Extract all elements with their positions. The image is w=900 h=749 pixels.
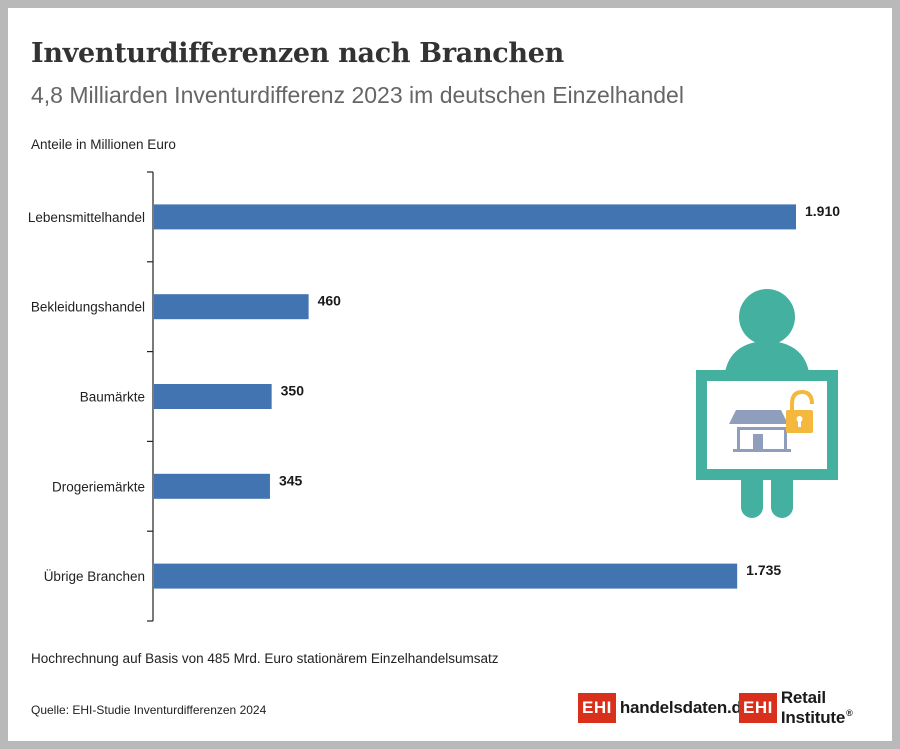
category-label: Drogeriemärkte (52, 479, 145, 494)
value-label: 350 (281, 383, 305, 399)
ehi-logo-box: EHI (739, 693, 777, 723)
bar-3 (154, 384, 272, 409)
value-label: 1.735 (746, 562, 781, 578)
retail-institute-name: Retail Institute (780, 688, 846, 727)
ehi-logo-box: EHI (578, 693, 616, 723)
person-head-icon (739, 289, 795, 345)
chart-title: Inventurdifferenzen nach Branchen (31, 38, 564, 69)
handelsdaten-logo-text: handelsdaten.de (619, 698, 751, 717)
footnote: Hochrechnung auf Basis von 485 Mrd. Euro… (31, 651, 499, 666)
handelsdaten-logo[interactable]: EHI handelsdaten.de (578, 692, 751, 724)
bar-1 (154, 204, 796, 230)
person-shop-lock-illustration (696, 289, 838, 518)
category-label: Lebensmittelhandel (28, 210, 145, 225)
chart-card: Inventurdifferenzen nach Branchen 4,8 Mi… (8, 8, 892, 741)
category-label: Bekleidungshandel (31, 300, 145, 315)
retail-institute-logo[interactable]: EHI Retail Institute® (739, 688, 892, 727)
bar-4 (154, 473, 270, 499)
shop-icon (729, 410, 791, 452)
bars: Lebensmittelhandel 1.910 Bekleidungshandel… (28, 203, 840, 589)
person-right-leg-icon (771, 470, 793, 518)
bar-chart: Lebensmittelhandel 1.910 Bekleidungshandel… (28, 171, 840, 622)
retail-institute-logo-text: Retail Institute® (781, 688, 892, 728)
padlock-icon (786, 389, 814, 433)
category-label: Baumärkte (80, 390, 145, 405)
chart-subtitle: 4,8 Milliarden Inventurdifferenz 2023 im… (31, 82, 684, 108)
registered-mark: ® (846, 708, 853, 718)
category-label: Übrige Branchen (44, 569, 145, 584)
value-label: 1.910 (805, 203, 840, 219)
y-axis (147, 171, 154, 622)
source-note: Quelle: EHI-Studie Inventurdifferenzen 2… (31, 703, 267, 717)
value-label: 460 (318, 293, 342, 309)
value-label: 345 (279, 472, 303, 488)
person-left-leg-icon (741, 470, 763, 518)
bar-2 (154, 294, 309, 320)
units-label: Anteile in Millionen Euro (31, 137, 176, 152)
bar-5 (154, 563, 738, 589)
